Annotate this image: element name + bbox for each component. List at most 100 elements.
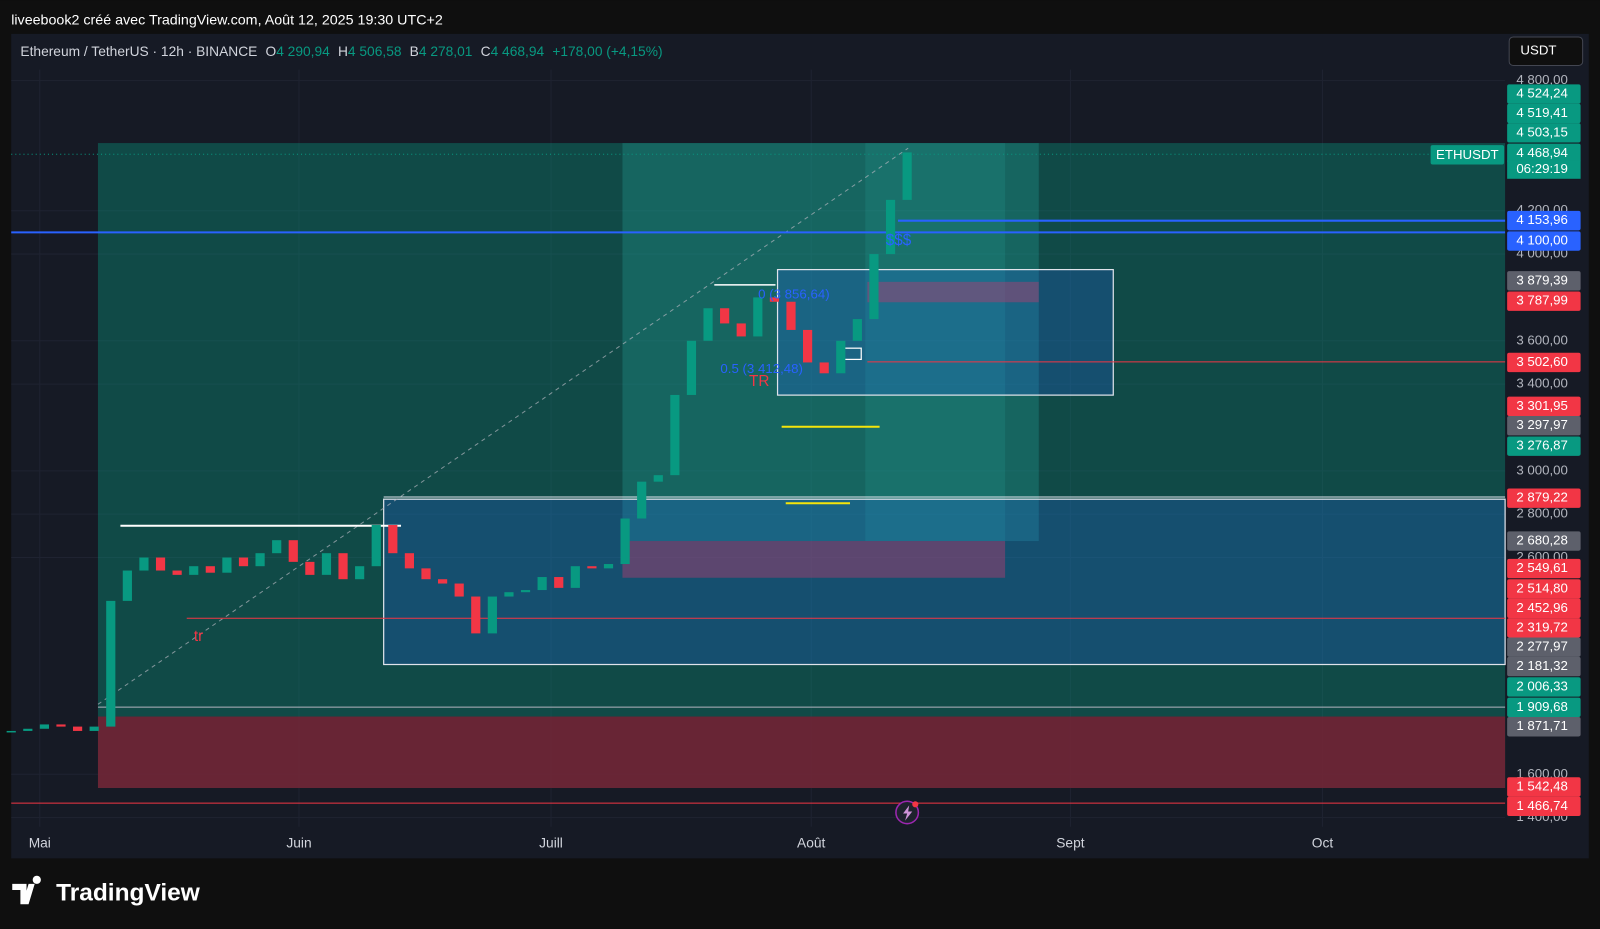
candle <box>520 590 531 593</box>
y-tick-label: 3 600,00 <box>1516 332 1568 347</box>
candle <box>554 577 564 588</box>
legend: Ethereum / TetherUS · 12h · BINANCE O4 29… <box>20 44 662 59</box>
price-tag-label: 2 277,97 <box>1516 639 1568 654</box>
candle <box>902 152 912 200</box>
price-tag-label: 2 181,32 <box>1516 658 1568 673</box>
ohlc-key: C <box>481 44 491 59</box>
price-tag-label: 4 503,15 <box>1516 124 1568 139</box>
candle <box>869 254 879 320</box>
credit: liveebook2 créé avec TradingView.com, Ao… <box>11 12 443 28</box>
candle <box>321 553 332 575</box>
candle <box>637 481 647 519</box>
price-tag-label: 2 006,33 <box>1516 678 1568 693</box>
x-tick-label: Août <box>797 836 825 851</box>
candle <box>6 730 16 733</box>
candle <box>836 340 846 374</box>
symbol-tag-bg <box>1430 145 1505 165</box>
levels <box>11 219 1506 804</box>
candle <box>454 583 464 597</box>
candle <box>438 579 448 584</box>
candle <box>670 394 680 476</box>
candle <box>106 600 116 727</box>
imbalance-box <box>867 281 1039 303</box>
price-tag <box>1507 717 1581 737</box>
trend-line <box>97 147 909 705</box>
candle <box>23 728 33 731</box>
candle <box>238 557 249 567</box>
price-tag-label: 1 466,74 <box>1516 798 1568 813</box>
price-tag <box>1507 531 1581 551</box>
ohlc-value: 4 290,94 <box>276 44 330 59</box>
price-tag-label: 4 468,94 <box>1516 145 1568 160</box>
candle <box>570 566 580 588</box>
price-tag <box>1507 416 1581 436</box>
logo[interactable]: TradingView <box>56 880 201 907</box>
annotation: TR <box>749 373 769 390</box>
ohlc-value: 4 468,94 <box>491 44 545 59</box>
currency-button[interactable] <box>1508 36 1584 67</box>
candle <box>686 340 697 395</box>
candle <box>786 301 796 330</box>
price-tag-label: 1 909,68 <box>1516 699 1568 714</box>
candle <box>122 570 132 601</box>
candle <box>769 297 780 302</box>
x-tick-label: Juill <box>539 836 563 851</box>
price-tag-label: 3 879,39 <box>1516 272 1568 287</box>
countdown: 06:29:19 <box>1516 161 1568 176</box>
range-box <box>776 268 1114 396</box>
candle <box>371 525 381 567</box>
price-tag <box>1507 558 1581 579</box>
candle <box>39 724 49 729</box>
ohlc-key: O <box>265 44 276 59</box>
price-tag <box>1507 84 1581 104</box>
candle <box>155 557 166 571</box>
price-tag <box>1507 231 1581 251</box>
range-box <box>383 498 1506 666</box>
price-tag <box>1507 796 1581 817</box>
price-tag <box>1507 103 1581 124</box>
price-tag <box>1507 579 1581 599</box>
symbol-title: Ethereum / TetherUS · 12h · BINANCE <box>20 44 257 59</box>
candle <box>852 319 862 341</box>
price-tag <box>1507 677 1581 697</box>
candle <box>620 518 630 565</box>
price-tag <box>1507 656 1581 677</box>
candle <box>653 475 663 482</box>
candle <box>504 592 514 597</box>
y-tick-label: 4 800,00 <box>1516 72 1568 87</box>
price-tag-label: 3 301,95 <box>1516 398 1568 413</box>
candle <box>172 570 182 575</box>
price-tag <box>1507 777 1581 797</box>
candle <box>885 199 896 255</box>
candle <box>205 566 215 573</box>
candle <box>471 596 481 634</box>
fib-label: 0.5 (3 412,48) <box>720 361 803 376</box>
price-tag-label: 3 502,60 <box>1516 354 1568 369</box>
price-tag-label: 2 514,80 <box>1516 580 1568 595</box>
price-tag-label: 1 871,71 <box>1516 718 1568 733</box>
stop-zone <box>97 716 1506 788</box>
imbalance-box <box>622 541 1006 578</box>
price-tag-label: 2 549,61 <box>1516 560 1568 575</box>
price-tag <box>1507 598 1581 619</box>
candle <box>222 557 232 573</box>
candle <box>189 566 199 575</box>
symbol-tag: ETHUSDT <box>1436 147 1499 162</box>
price-tag-label: 3 787,99 <box>1516 293 1568 308</box>
x-tick-label: Oct <box>1312 836 1334 851</box>
candle <box>803 329 813 363</box>
candle <box>537 577 547 591</box>
price-tag <box>1507 291 1581 311</box>
candle <box>753 297 763 337</box>
price-tag <box>1507 697 1581 718</box>
price-tag <box>1507 396 1581 417</box>
currency[interactable]: USDT <box>1520 43 1556 58</box>
price-tag-label: 4 524,24 <box>1516 86 1568 101</box>
price-tag-label: 2 680,28 <box>1516 533 1568 548</box>
candle <box>720 308 730 324</box>
y-tick-label: 1 600,00 <box>1516 766 1568 781</box>
y-tick-label: 3 400,00 <box>1516 376 1568 391</box>
candle <box>355 566 365 580</box>
